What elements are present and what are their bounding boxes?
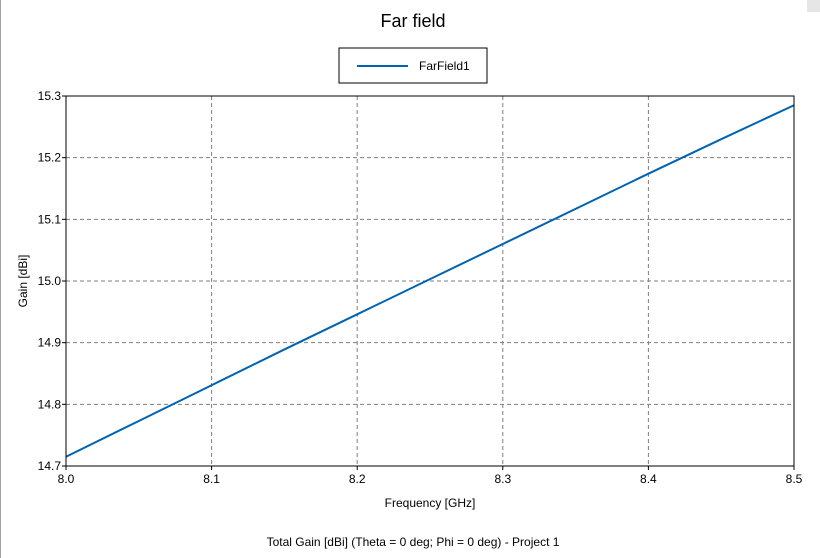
legend-label: FarField1: [419, 59, 470, 73]
series-layer: [65, 104, 795, 458]
x-axis-label: Frequency [GHz]: [385, 496, 476, 510]
x-tick-label: 8.5: [786, 472, 803, 486]
plot-frame: [65, 95, 795, 467]
x-tick-label: 8.4: [640, 472, 657, 486]
grid: [66, 96, 794, 466]
y-tick-label: 15.3: [38, 89, 62, 103]
y-tick-label: 15.1: [38, 212, 62, 226]
y-tick-label: 15.0: [38, 274, 62, 288]
x-tick-label: 8.1: [203, 472, 220, 486]
y-tick-label: 14.7: [38, 459, 62, 473]
series-line-farfield1: [65, 104, 795, 458]
x-tick-label: 8.3: [494, 472, 511, 486]
x-tick-label: 8.0: [58, 472, 75, 486]
y-axis-ticks: 15.3 15.2 15.1 15.0 14.9 14.8 14.7: [38, 89, 66, 473]
chart-title: Far field: [380, 11, 445, 31]
x-axis-ticks: 8.0 8.1 8.2 8.3 8.4 8.5: [58, 466, 803, 486]
y-tick-label: 14.9: [38, 336, 62, 350]
y-tick-label: 15.2: [38, 151, 62, 165]
chart-caption: Total Gain [dBi] (Theta = 0 deg; Phi = 0…: [267, 535, 560, 549]
y-axis-label: Gain [dBi]: [16, 255, 30, 308]
y-tick-label: 14.8: [38, 397, 62, 411]
x-tick-label: 8.2: [349, 472, 366, 486]
legend: FarField1: [338, 47, 488, 84]
window-corner: [807, 0, 820, 12]
